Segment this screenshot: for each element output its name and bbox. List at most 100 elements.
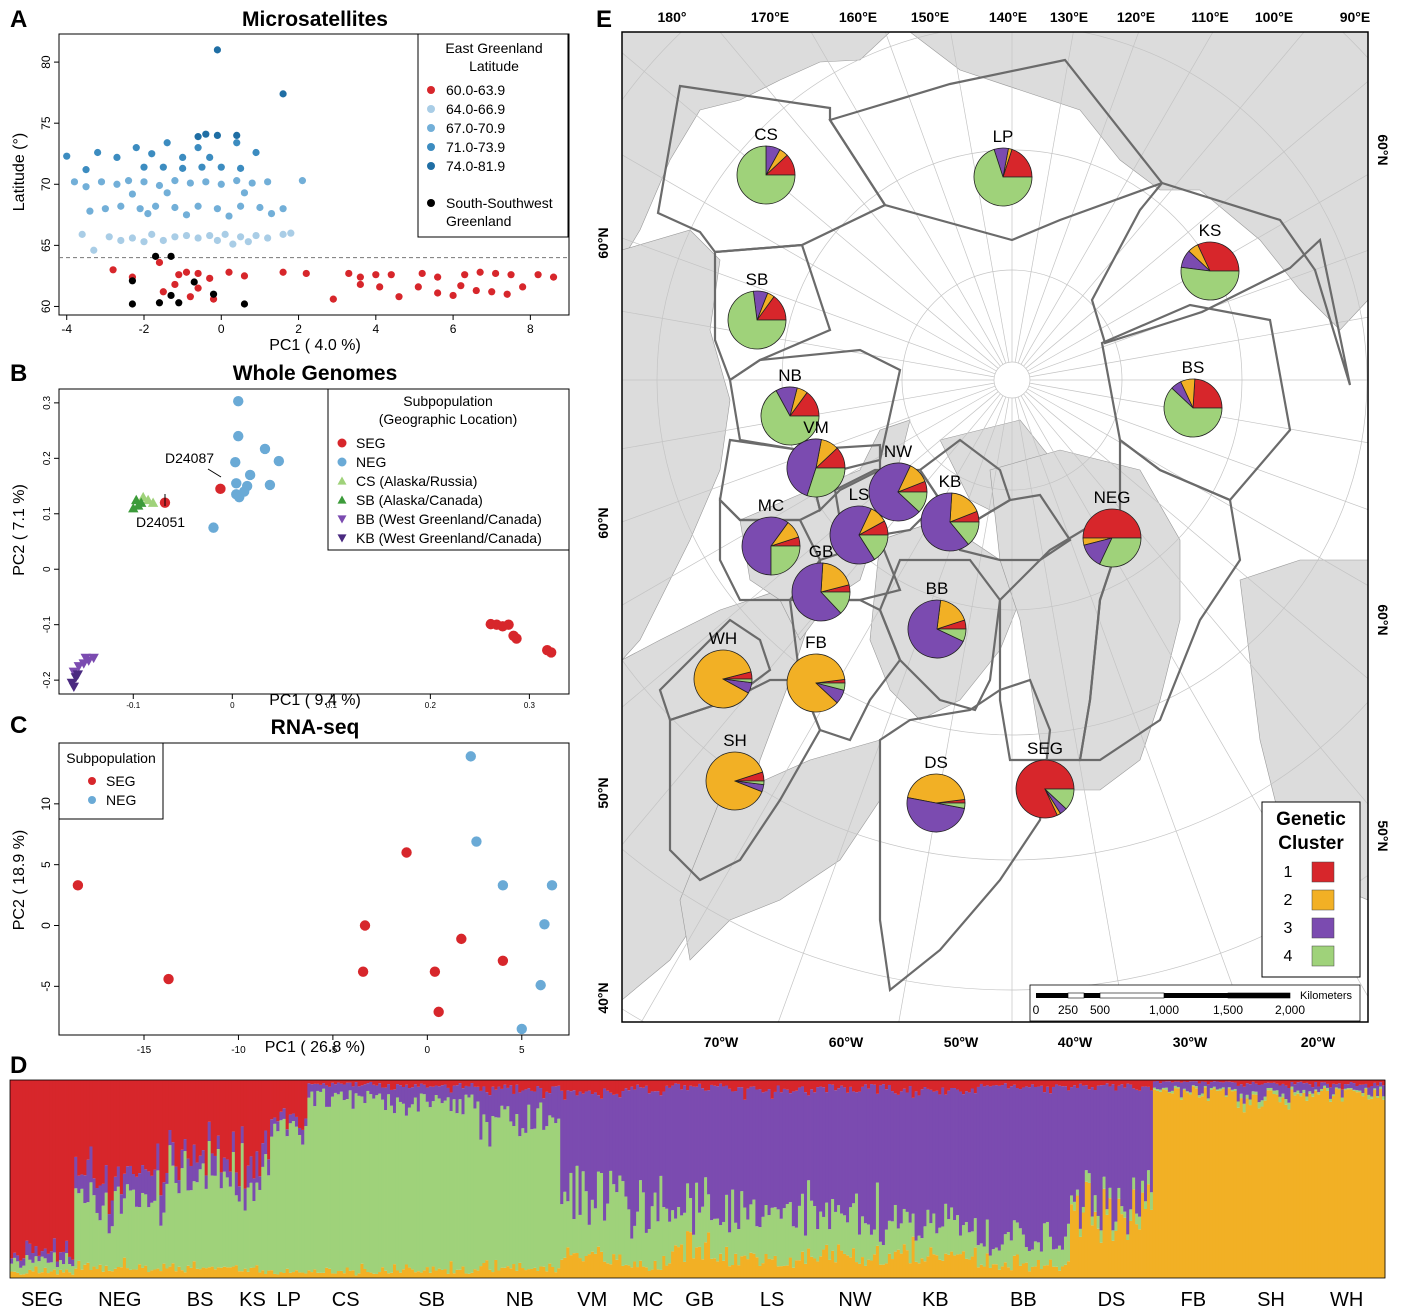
plot-frame bbox=[58, 742, 570, 1036]
data-point bbox=[429, 966, 441, 977]
admixture-bar-segment bbox=[621, 1265, 625, 1278]
admixture-bar-segment bbox=[1245, 1094, 1250, 1099]
admixture-bar-segment bbox=[533, 1080, 537, 1092]
admixture-bar-segment bbox=[881, 1084, 886, 1246]
admixture-bar-segment bbox=[973, 1218, 978, 1248]
admixture-bar-segment bbox=[261, 1166, 265, 1271]
data-point bbox=[186, 293, 194, 301]
admixture-bar-segment bbox=[979, 1083, 984, 1244]
admixture-bar-segment bbox=[304, 1118, 308, 1127]
x-tick-label: -0.1 bbox=[126, 701, 140, 710]
scale-label: 250 bbox=[1058, 1003, 1078, 1017]
admixture-bar-segment bbox=[1105, 1209, 1109, 1215]
admixture-bar-segment bbox=[138, 1207, 142, 1265]
legend-label: 1 bbox=[1284, 864, 1293, 881]
admixture-bar-segment bbox=[1054, 1266, 1059, 1278]
admixture-bar-segment bbox=[512, 1126, 516, 1265]
admixture-bar-segment bbox=[1224, 1095, 1229, 1097]
admixture-bar-segment bbox=[159, 1195, 163, 1226]
admixture-bar-segment bbox=[1326, 1090, 1330, 1278]
data-point bbox=[418, 269, 426, 278]
data-point bbox=[175, 299, 183, 307]
admixture-bar-segment bbox=[273, 1273, 277, 1278]
admixture-bar-segment bbox=[398, 1101, 403, 1273]
admixture-bar-segment bbox=[1328, 1101, 1333, 1278]
admixture-bar-segment bbox=[731, 1264, 735, 1278]
admixture-bar-segment bbox=[581, 1261, 586, 1278]
admixture-bar-segment bbox=[1328, 1080, 1333, 1088]
admixture-bar-segment bbox=[231, 1131, 236, 1152]
admixture-bar-segment bbox=[872, 1254, 877, 1278]
admixture-bar-segment bbox=[1188, 1092, 1193, 1095]
admixture-bar-segment bbox=[722, 1080, 726, 1087]
pie-slice bbox=[741, 516, 789, 576]
admixture-bar-segment bbox=[497, 1117, 501, 1271]
admixture-bar-segment bbox=[92, 1178, 96, 1196]
admixture-bar-segment bbox=[1299, 1096, 1303, 1278]
admixture-bar-segment bbox=[887, 1080, 892, 1085]
pie-slice bbox=[1043, 788, 1075, 810]
admixture-bar-segment bbox=[1126, 1080, 1130, 1084]
admixture-bar-segment bbox=[98, 1185, 102, 1221]
admixture-bar-segment bbox=[985, 1219, 990, 1254]
data-point bbox=[225, 212, 233, 220]
admixture-bar-segment bbox=[77, 1193, 81, 1261]
admixture-bar-segment bbox=[506, 1087, 510, 1107]
legend-label: NEG bbox=[356, 454, 386, 470]
y-tick-label: 0.3 bbox=[42, 395, 53, 409]
admixture-bar-segment bbox=[1108, 1080, 1112, 1087]
data-point bbox=[105, 233, 113, 241]
admixture-bar-segment bbox=[554, 1272, 558, 1278]
admixture-bar-segment bbox=[1111, 1230, 1115, 1241]
admixture-bar-segment bbox=[593, 1092, 598, 1209]
admixture-bar-segment bbox=[1239, 1084, 1244, 1094]
admixture-bar-segment bbox=[677, 1247, 681, 1278]
admixture-bar-segment bbox=[1155, 1090, 1160, 1278]
admixture-bar-segment bbox=[776, 1085, 781, 1210]
x-tick-label: 0.3 bbox=[524, 701, 536, 710]
admixture-bar-segment bbox=[1290, 1082, 1294, 1087]
admixture-bar-segment bbox=[722, 1221, 726, 1261]
admixture-bar-segment bbox=[336, 1094, 341, 1272]
admixture-bar-segment bbox=[210, 1153, 215, 1176]
admixture-bar-segment bbox=[225, 1267, 230, 1278]
admixture-bar-segment bbox=[351, 1108, 355, 1271]
admixture-bar-segment bbox=[914, 1261, 918, 1278]
admixture-bar-segment bbox=[354, 1275, 358, 1278]
admixture-bar-segment bbox=[512, 1080, 516, 1094]
admixture-bar-segment bbox=[369, 1272, 373, 1278]
admixture-bar-segment bbox=[1212, 1081, 1217, 1087]
admixture-bar-segment bbox=[1230, 1089, 1235, 1092]
admixture-bar-segment bbox=[1373, 1082, 1377, 1089]
admixture-bar-segment bbox=[1320, 1080, 1324, 1083]
annotation-d24087: D24087 bbox=[165, 450, 214, 466]
admixture-bar-segment bbox=[1260, 1080, 1264, 1085]
legend-label: 3 bbox=[1284, 920, 1293, 937]
admixture-bar-segment bbox=[369, 1081, 373, 1095]
admixture-bar-segment bbox=[189, 1190, 193, 1268]
admixture-bar-segment bbox=[198, 1155, 203, 1170]
admixture-bar-segment bbox=[1030, 1084, 1035, 1250]
admixture-bar-segment bbox=[621, 1181, 625, 1266]
admixture-bar-segment bbox=[1063, 1080, 1068, 1087]
admixture-bar-segment bbox=[606, 1080, 610, 1091]
admixture-bar-segment bbox=[16, 1080, 20, 1256]
pie-label: VM bbox=[803, 418, 829, 437]
x-tick-label: 5 bbox=[519, 1045, 525, 1056]
admixture-bar-segment bbox=[1254, 1080, 1258, 1084]
admixture-bar-segment bbox=[704, 1080, 708, 1091]
admixture-bar-segment bbox=[530, 1129, 534, 1269]
admixture-bar-segment bbox=[1135, 1224, 1139, 1278]
data-point bbox=[117, 236, 125, 245]
admixture-bar-segment bbox=[410, 1269, 415, 1278]
admixture-bar-segment bbox=[1072, 1201, 1077, 1211]
admixture-bar-segment bbox=[1248, 1099, 1253, 1106]
data-point bbox=[63, 152, 71, 160]
legend-label: BB (West Greenland/Canada) bbox=[356, 511, 542, 527]
admixture-bar-segment bbox=[276, 1131, 280, 1275]
admixture-bar-segment bbox=[704, 1177, 708, 1243]
admixture-bar-segment bbox=[1361, 1093, 1365, 1097]
admixture-bar-segment bbox=[1352, 1089, 1356, 1091]
data-point bbox=[233, 139, 241, 147]
admixture-bar-segment bbox=[554, 1086, 558, 1124]
